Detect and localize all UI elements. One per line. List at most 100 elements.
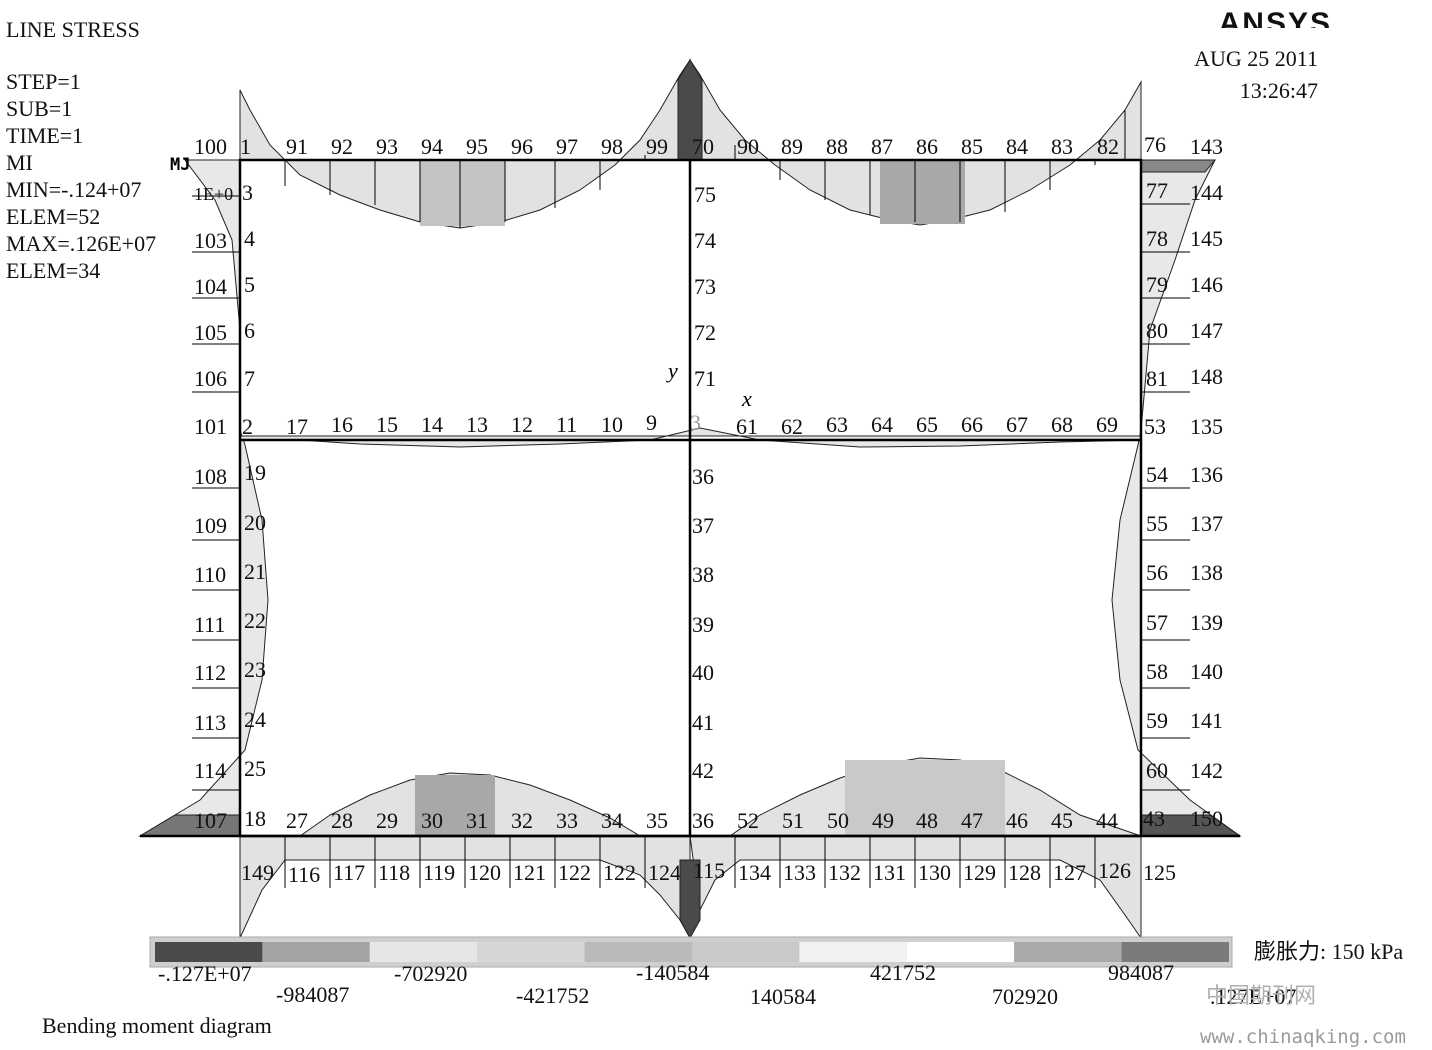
elem-label: 86: [916, 134, 938, 159]
elem-label: 4: [244, 226, 255, 251]
elem-label: 32: [511, 808, 533, 833]
elem-label: 75: [694, 182, 716, 207]
elem-label: 7: [244, 366, 255, 391]
legend-swatch: [1121, 942, 1229, 962]
moment-peak-top: [677, 59, 703, 161]
info-block: STEP=1 SUB=1 TIME=1 MI MIN=-.124+07 ELEM…: [6, 68, 156, 284]
legend-label-8: 702920: [992, 984, 1058, 1009]
elem-label: 28: [331, 808, 353, 833]
plot-title: LINE STRESS: [6, 17, 140, 42]
elem-label: 135: [1190, 414, 1223, 439]
elem-label: 82: [1097, 134, 1119, 159]
legend-label-5: -140584: [636, 960, 710, 985]
elem-label: 36: [692, 808, 714, 833]
elem-label: 27: [286, 808, 308, 833]
elem-label: 132: [828, 860, 861, 885]
elem-label: 46: [1006, 808, 1028, 833]
elem-label: 24: [244, 707, 266, 732]
elem-label: 83: [1051, 134, 1073, 159]
moment-band-2: [880, 160, 965, 224]
legend-swatch: [262, 942, 370, 962]
elem-label: 95: [466, 134, 488, 159]
elem-label: 134: [738, 860, 771, 885]
elem-label: 62: [781, 414, 803, 439]
elem-label: 98: [601, 134, 623, 159]
elem-label: 128: [1008, 860, 1041, 885]
elem-label: 13: [466, 412, 488, 437]
elem-label: 141: [1190, 708, 1223, 733]
elem-label-overlap: 1E+0: [194, 184, 233, 204]
label-group-left-lower: 108 19 109 20 110 21 111 22 112 23 113 2…: [194, 460, 266, 783]
legend-swatch: [692, 942, 800, 962]
elem-label: 19: [244, 460, 266, 485]
elem-label: 109: [194, 513, 227, 538]
legend-swatch: [477, 942, 585, 962]
elem-label: 31: [466, 808, 488, 833]
elem-label: 112: [194, 660, 226, 685]
elem-label: 149: [241, 860, 274, 885]
moment-band-1: [420, 160, 505, 226]
label-group-left-upper: MJ 1E+0 3 103 4 104 5 105 6 106 7: [170, 155, 255, 391]
elem-label: 119: [423, 860, 455, 885]
elem-label: 51: [782, 808, 804, 833]
elem-label: 72: [694, 320, 716, 345]
elem-label: 115: [693, 858, 725, 883]
elem-label: 129: [963, 860, 996, 885]
elem-label: 10: [601, 412, 623, 437]
info-time: TIME=1: [6, 123, 84, 148]
legend-label-1: -.127E+07: [158, 961, 252, 986]
element-numbers: 100 1 91 92 93 94 95 96 97 98 99 70 90 8…: [170, 132, 1223, 887]
elem-label: 57: [1146, 610, 1168, 635]
elem-label: 56: [1146, 560, 1168, 585]
info-min: MIN=-.124+07: [6, 177, 142, 202]
label-group-center: 75 74 73 72 71 36 37 38 39 40 41 42: [692, 182, 716, 783]
elem-label: 39: [692, 612, 714, 637]
moment-band-3: [415, 775, 495, 836]
label-group-mid-right: 3 61 62 63 64 65 66 67 68 69 53 135: [690, 410, 1223, 439]
elem-label: 61: [736, 414, 758, 439]
elem-label: 93: [376, 134, 398, 159]
legend-label-4: -421752: [516, 983, 590, 1008]
elem-label: 20: [244, 510, 266, 535]
elem-label: 148: [1190, 364, 1223, 389]
legend-label-10: .127E+07: [1210, 984, 1297, 1009]
elem-label: 49: [872, 808, 894, 833]
elem-label: 25: [244, 756, 266, 781]
elem-label: 99: [646, 134, 668, 159]
ansys-logo: ANSYS: [1218, 7, 1332, 28]
elem-label: 87: [871, 134, 893, 159]
mi-label: MJ: [170, 155, 190, 175]
label-group-bottom-left: 107 18 27 28 29 30 31 32 33 34 35: [194, 806, 668, 833]
axis-y-label: y: [666, 358, 678, 383]
elem-label: 85: [961, 134, 983, 159]
elem-label: 9: [646, 410, 657, 435]
label-group-top-right: 70 90 89 88 87 86 85 84 83 82 76 143: [692, 132, 1223, 159]
elem-label: 3: [690, 410, 701, 435]
elem-label: 64: [871, 412, 893, 437]
elem-label: 108: [194, 464, 227, 489]
elem-label: 139: [1190, 610, 1223, 635]
elem-label: 12: [511, 412, 533, 437]
elem-label: 11: [556, 412, 577, 437]
elem-label: 113: [194, 710, 226, 735]
elem-label: 65: [916, 412, 938, 437]
elem-label: 53: [1144, 414, 1166, 439]
elem-label: 18: [244, 806, 266, 831]
elem-label: 133: [783, 860, 816, 885]
elem-label: 136: [1190, 462, 1223, 487]
elem-label: 145: [1190, 226, 1223, 251]
elem-label: 142: [1190, 758, 1223, 783]
elem-label: 47: [961, 808, 983, 833]
elem-label: 71: [694, 366, 716, 391]
elem-label: 122: [603, 860, 636, 885]
date-stamp: AUG 25 2011: [1194, 46, 1318, 71]
legend-swatch: [584, 942, 692, 962]
moment-corner-tr: [1140, 159, 1217, 173]
elem-label: 89: [781, 134, 803, 159]
elem-label: 5: [244, 272, 255, 297]
elem-label: 34: [601, 808, 623, 833]
elem-label: 150: [1190, 806, 1223, 831]
elem-label: 79: [1146, 272, 1168, 297]
elem-label: 126: [1098, 858, 1131, 883]
elem-label: 92: [331, 134, 353, 159]
